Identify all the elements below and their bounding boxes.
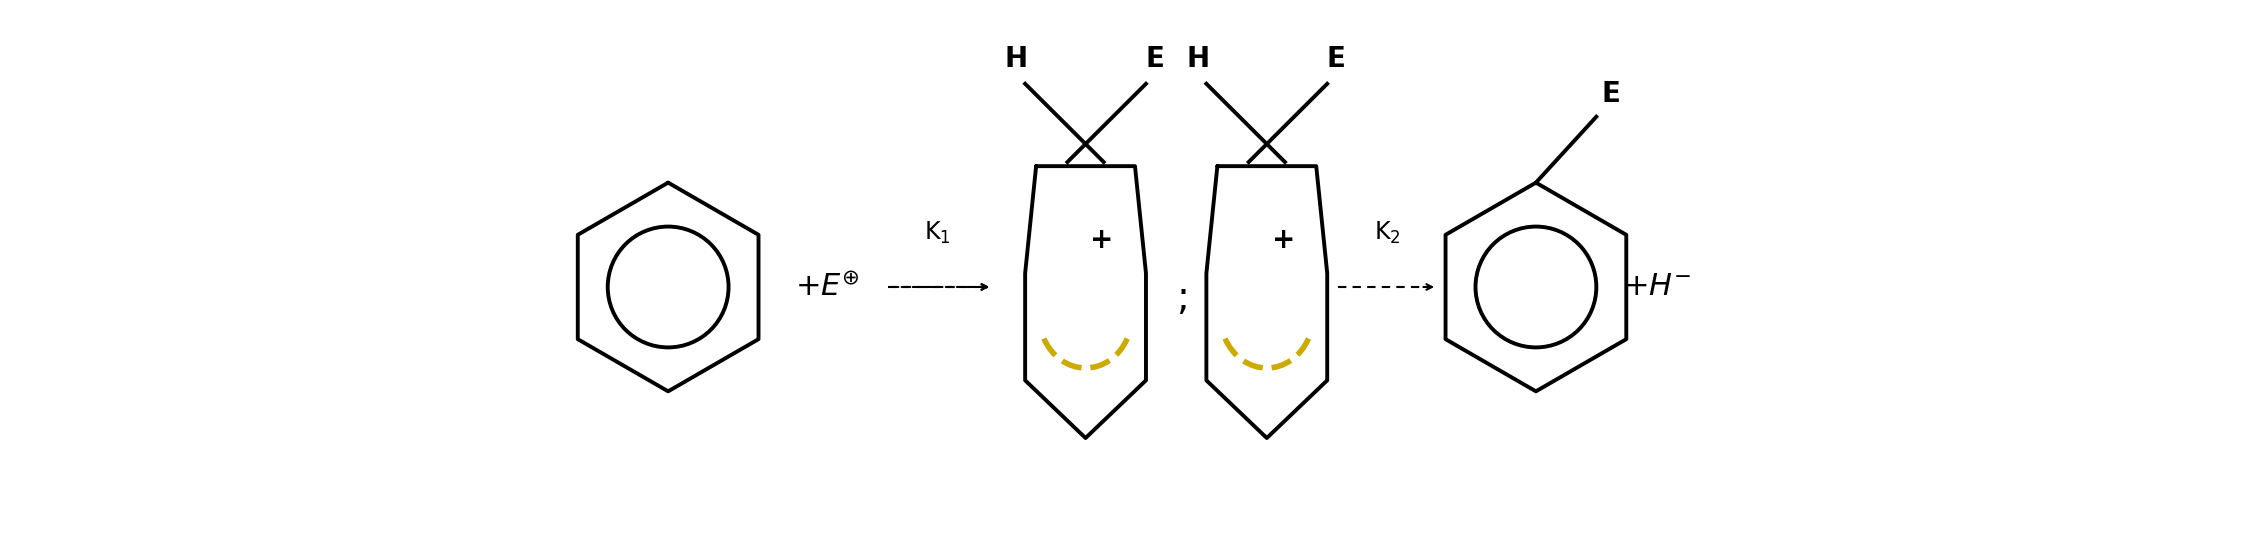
Text: E: E — [1144, 45, 1164, 73]
Text: +: + — [1272, 226, 1295, 254]
Text: $\mathrm{K_1}$: $\mathrm{K_1}$ — [924, 220, 951, 246]
Text: $+H^{-}$: $+H^{-}$ — [1623, 273, 1690, 301]
Text: H: H — [1187, 45, 1209, 73]
Text: E: E — [1326, 45, 1347, 73]
Text: $\mathrm{K_2}$: $\mathrm{K_2}$ — [1374, 220, 1401, 246]
Text: ;: ; — [1176, 279, 1189, 317]
Text: E: E — [1603, 80, 1621, 108]
Text: +: + — [1090, 226, 1113, 254]
Text: $+E^{\oplus}$: $+E^{\oplus}$ — [796, 272, 859, 302]
Text: H: H — [1005, 45, 1027, 73]
